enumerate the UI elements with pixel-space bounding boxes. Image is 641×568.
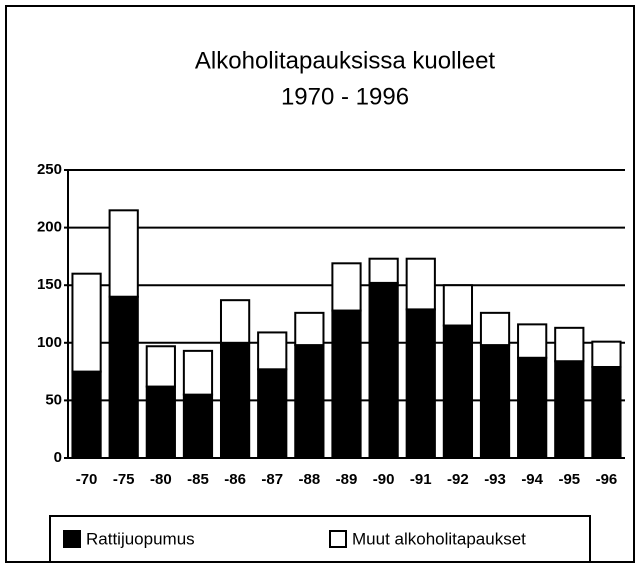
bar-segment (219, 299, 251, 344)
legend-swatch (329, 530, 347, 548)
bar-segment (517, 323, 548, 359)
bar-segment (108, 209, 139, 298)
legend-label: Rattijuopumus (86, 529, 195, 548)
bar-segment (554, 326, 585, 363)
bar-segment (517, 356, 548, 459)
legend-box (49, 515, 591, 563)
x-tick-label: -92 (447, 471, 469, 488)
x-tick-label: -95 (558, 471, 580, 488)
x-tick-label: -88 (299, 471, 321, 488)
bar-segment (219, 341, 251, 459)
x-tick-label: -94 (521, 471, 543, 488)
y-tick-label: 150 (37, 276, 62, 293)
bar-segment (145, 385, 176, 459)
y-tick-label: 50 (45, 391, 62, 408)
bar-segment (591, 340, 622, 368)
y-tick-label: 250 (37, 161, 62, 178)
bar-segment (294, 344, 325, 460)
legend-swatch (63, 530, 81, 548)
x-tick-label: -87 (261, 471, 283, 488)
bar-segment (71, 272, 102, 373)
bar-segment (108, 295, 139, 459)
bar-segment (368, 281, 399, 459)
bar-segment (182, 349, 214, 396)
bar-segment (257, 368, 288, 459)
bar-segment (405, 257, 436, 311)
chart-title: Alkoholitapauksissa kuolleet (195, 47, 496, 74)
y-tick-label: 100 (37, 334, 62, 351)
x-tick-label: -86 (224, 471, 246, 488)
bar-segment (591, 365, 622, 460)
bar-segment (479, 311, 511, 347)
chart-subtitle: 1970 - 1996 (281, 83, 409, 110)
x-tick-label: -70 (76, 471, 98, 488)
bar-segment (331, 309, 362, 459)
x-tick-label: -91 (410, 471, 432, 488)
bar-segment (554, 360, 585, 459)
bar-segment (331, 262, 362, 312)
bar-segment (442, 324, 474, 459)
bar-segment (442, 284, 474, 327)
x-tick-label: -80 (150, 471, 172, 488)
legend-label: Muut alkoholitapaukset (352, 529, 526, 548)
bar-segment (368, 257, 399, 284)
bar-segment (294, 311, 325, 347)
y-tick-label: 0 (54, 449, 62, 466)
x-tick-label: -93 (484, 471, 506, 488)
bar-segment (405, 308, 436, 459)
y-tick-label: 200 (37, 219, 62, 236)
x-tick-label: -89 (336, 471, 358, 488)
bar-segment (182, 393, 214, 460)
bar-segment (479, 344, 511, 460)
bar-segment (257, 331, 288, 371)
bar-segment (71, 370, 102, 460)
x-tick-label: -96 (596, 471, 618, 488)
x-tick-label: -75 (113, 471, 135, 488)
x-tick-label: -85 (187, 471, 209, 488)
x-tick-label: -90 (373, 471, 395, 488)
bar-segment (145, 345, 176, 388)
